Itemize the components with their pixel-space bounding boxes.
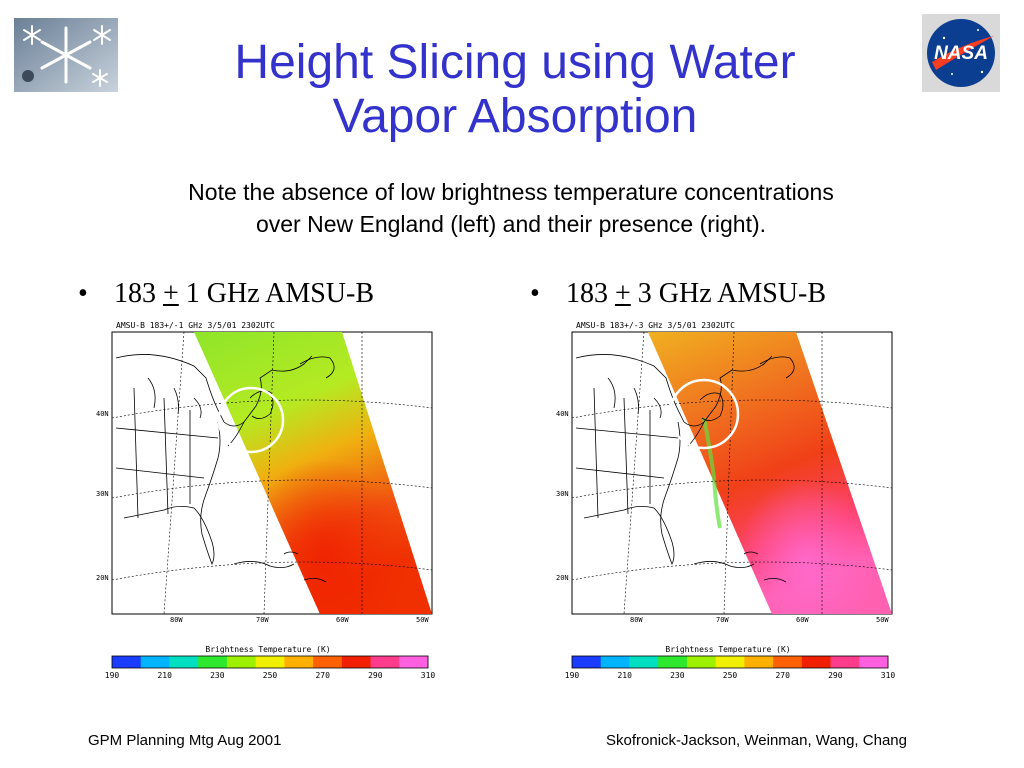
colorbar-tick-label: 310 [421,671,436,680]
bullet-left: • 183 + 1 GHz AMSU-B [78,278,374,310]
colorbar-title: Brightness Temperature (K) [665,645,790,654]
map-caption: AMSU-B 183+/-1 GHz 3/5/01 2302UTC [116,321,275,330]
colorbar-tick-label: 270 [315,671,330,680]
colorbar-segment [715,656,745,668]
colorbar-segment [284,656,314,668]
colorbar-segment [600,656,630,668]
lon-label-70w: 70W [716,616,729,624]
map-panel-left: AMSU-B 183+/-1 GHz 3/5/01 2302UTC [94,318,444,695]
bullet-prefix: 183 [114,278,156,309]
colorbar-tick-label: 210 [617,671,632,680]
colorbar-segment [572,656,602,668]
bullet-marker: • [78,278,88,309]
slide-title: Height Slicing using Water Vapor Absorpt… [120,36,910,144]
footer-right: Skofronick-Jackson, Weinman, Wang, Chang [606,732,907,749]
snowflake-logo [14,18,118,92]
colorbar-segment [255,656,285,668]
bullet-marker: • [530,278,540,309]
colorbar-segment [112,656,142,668]
map-panel-right: AMSU-B 183+/-3 GHz 3/5/01 2302UTC [554,318,904,695]
colorbar-segment [313,656,343,668]
nasa-logo: NASA [922,14,1000,92]
lat-label-30n: 30N [96,490,109,498]
colorbar-tick-label: 290 [828,671,843,680]
lat-label-20n: 20N [96,574,109,582]
lon-label-70w: 70W [256,616,269,624]
colorbar-segment [341,656,372,668]
colorbar-segment [198,656,228,668]
colorbar-segment [658,656,688,668]
colorbar-border [571,655,889,669]
colorbar-title: Brightness Temperature (K) [205,645,330,654]
highlight-circle [217,386,285,454]
subtitle-line-2: over New England (left) and their presen… [255,211,767,237]
colorbar-segment [686,656,717,668]
slide-subtitle: Note the absence of low brightness tempe… [96,176,926,240]
footer-left: GPM Planning Mtg Aug 2001 [88,732,282,749]
colorbar-segment [169,656,199,668]
highlight-circle [668,378,740,450]
svg-text:NASA: NASA [934,43,988,64]
colorbar-segment [629,656,659,668]
colorbar-tick-label: 290 [368,671,383,680]
lon-label-60w: 60W [796,616,809,624]
lat-label-30n: 30N [556,490,569,498]
colorbar-segment [773,656,803,668]
colorbar-border [111,655,429,669]
colorbar: 190 210 230 250 270 290 310 [105,655,436,680]
bullet-plus-minus: + [615,278,631,309]
colorbar-segment [226,656,257,668]
colorbar-tick-label: 230 [210,671,225,680]
colorbar-segment [830,656,860,668]
colorbar-tick-label: 230 [670,671,685,680]
bullet-suffix: 1 GHz AMSU-B [185,278,375,309]
bullet-suffix: 3 GHz AMSU-B [637,278,827,309]
colorbar-tick-label: 250 [263,671,278,680]
bullet-plus-minus: + [163,278,179,309]
colorbar-segment [140,656,170,668]
lat-label-40n: 40N [556,410,569,418]
subtitle-line-1: Note the absence of low brightness tempe… [188,179,834,205]
bullet-prefix: 183 [566,278,608,309]
colorbar-tick-label: 210 [157,671,172,680]
lat-label-20n: 20N [556,574,569,582]
lon-label-60w: 60W [336,616,349,624]
colorbar-segment [801,656,832,668]
lon-label-80w: 80W [630,616,643,624]
colorbar-tick-label: 190 [565,671,580,680]
colorbar-segment [370,656,400,668]
colorbar-segment [859,656,889,668]
lon-label-50w: 50W [416,616,429,624]
colorbar-segment [399,656,429,668]
colorbar-tick-label: 310 [881,671,896,680]
lon-label-50w: 50W [876,616,889,624]
lon-label-80w: 80W [170,616,183,624]
colorbar-segment [744,656,774,668]
colorbar-tick-label: 250 [723,671,738,680]
bullet-right: • 183 + 3 GHz AMSU-B [530,278,826,310]
colorbar-tick-label: 190 [105,671,120,680]
title-line-1: Height Slicing using Water [234,36,796,89]
colorbar-tick-label: 270 [775,671,790,680]
title-line-2: Vapor Absorption [332,90,698,143]
colorbar: 190 210 230 250 270 290 310 [565,655,896,680]
map-caption: AMSU-B 183+/-3 GHz 3/5/01 2302UTC [576,321,735,330]
lat-label-40n: 40N [96,410,109,418]
